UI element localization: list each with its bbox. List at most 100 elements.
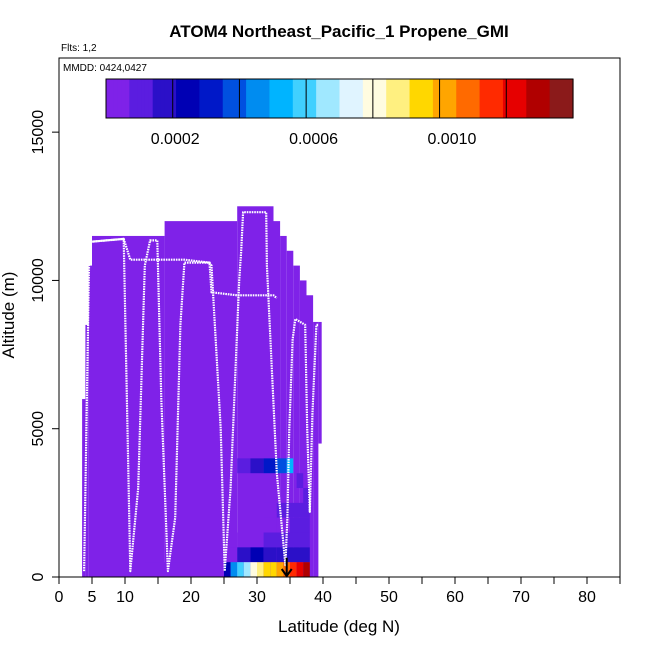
colorbar-swatch: [518, 79, 524, 118]
heatmap-cell: [263, 562, 271, 577]
colorbar-swatch: [417, 79, 422, 118]
colorbar-swatch: [156, 79, 162, 118]
colorbar-swatch: [323, 79, 329, 118]
heatmap-cell: [303, 488, 310, 503]
colorbar-swatch: [269, 79, 274, 118]
colorbar-swatch: [141, 79, 146, 118]
heatmap-cell: [263, 547, 277, 563]
column-cell: [313, 321, 319, 577]
x-tick-label: 50: [380, 589, 398, 606]
colorbar-border: [105, 78, 574, 119]
y-tick-label: 0: [30, 572, 47, 581]
column-cell: [164, 221, 238, 577]
colorbar-swatch: [265, 79, 271, 118]
heatmap-cell: [290, 517, 310, 533]
colorbar-swatch: [444, 79, 450, 118]
colorbar-swatch: [409, 79, 415, 118]
colorbar-swatch: [355, 79, 360, 118]
heatmap-cell: [276, 458, 287, 474]
colorbar-swatch: [464, 79, 469, 118]
heatmap-cell: [224, 547, 238, 563]
colorbar-swatch: [401, 79, 407, 118]
colorbar-swatch: [510, 79, 516, 118]
x-tick-label: 10: [116, 589, 134, 606]
colorbar-swatch: [137, 79, 142, 118]
chart-title: ATOM4 Northeast_Pacific_1 Propene_GMI: [169, 22, 508, 41]
heatmap-cell: [237, 458, 251, 474]
colorbar-swatch: [506, 79, 512, 118]
colorbar-swatch: [502, 79, 508, 118]
colorbar-swatch: [117, 79, 123, 118]
heatmap-cell: [276, 517, 290, 533]
heatmap-cell: [230, 562, 238, 577]
colorbar-swatch: [207, 79, 212, 118]
colorbar-swatch: [432, 79, 438, 118]
colorbar-swatch: [495, 79, 500, 118]
column-cell: [92, 235, 165, 577]
colorbar-swatch: [179, 79, 185, 118]
colorbar-swatch: [273, 79, 278, 118]
colorbar-swatch: [553, 79, 559, 118]
colorbar-swatch: [288, 79, 294, 118]
column-cell: [280, 235, 287, 577]
heatmap-cell: [257, 562, 264, 577]
column-cell: [273, 221, 281, 577]
flight-track-1: [83, 211, 319, 573]
column-cell: [306, 295, 314, 577]
colorbar-swatch: [129, 79, 134, 118]
heatmap-cell: [290, 532, 310, 548]
colorbar-swatch: [448, 79, 453, 118]
heatmap-cell: [263, 517, 277, 533]
colorbar-swatch: [106, 79, 111, 118]
colorbar-swatch: [374, 79, 380, 118]
colorbar-swatch: [537, 79, 543, 118]
colorbar-swatch: [211, 79, 216, 118]
colorbar-swatch: [471, 79, 477, 118]
colorbar-swatch: [172, 79, 177, 118]
colorbar-swatch: [351, 79, 356, 118]
x-tick-label: 5: [88, 589, 97, 606]
heatmap-cell: [263, 458, 277, 474]
colorbar-swatch: [304, 79, 309, 118]
colorbar-swatch: [277, 79, 282, 118]
colorbar-swatch: [331, 79, 337, 118]
column-cell: [293, 265, 300, 577]
colorbar-swatch: [125, 79, 130, 118]
heatmap-cell: [290, 547, 310, 563]
colorbar-swatch: [249, 79, 255, 118]
colorbar-swatch: [347, 79, 352, 118]
colorbar-swatch: [487, 79, 492, 118]
y-axis: 0 5000 10000 15000: [30, 110, 59, 581]
column-cell: [88, 265, 92, 577]
colorbar-swatch: [339, 79, 344, 118]
colorbar-swatch: [187, 79, 193, 118]
heatmap-cell: [237, 532, 264, 548]
colorbar-swatch: [316, 79, 321, 118]
colorbar-swatch: [569, 79, 574, 118]
x-tick-label: 60: [446, 589, 464, 606]
colorbar-swatch: [234, 79, 239, 118]
heatmap-cell: [250, 547, 264, 563]
flight-track-2: [88, 237, 278, 300]
heatmap-cell: [290, 562, 297, 577]
colorbar-swatch: [393, 79, 399, 118]
colorbar-swatch: [152, 79, 158, 118]
heatmap-cell: [296, 562, 304, 577]
heatmap-cell: [250, 562, 257, 577]
heatmap-cell: [270, 562, 277, 577]
colorbar-swatch: [246, 79, 251, 118]
heatmap-cell: [243, 562, 251, 577]
colorbar-swatch: [222, 79, 228, 118]
heatmap-cell: [144, 562, 224, 577]
colorbar-swatch: [514, 79, 520, 118]
background-columns: [82, 206, 322, 578]
colorbar-swatch: [358, 79, 364, 118]
heatmap-cell: [263, 502, 277, 518]
colorbar-swatch: [526, 79, 531, 118]
y-tick-label: 15000: [30, 110, 47, 155]
plot-frame: [58, 57, 621, 578]
plot-area: [82, 206, 322, 578]
colorbar-swatch: [168, 79, 173, 118]
colorbar-swatch: [557, 79, 562, 118]
colorbar-swatch: [491, 79, 496, 118]
